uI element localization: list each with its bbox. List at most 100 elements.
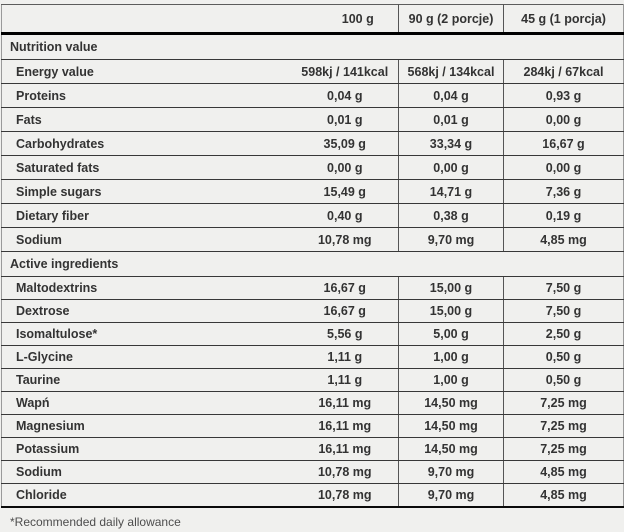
cell-value: 15,49 g [291,179,399,204]
cell-value: 0,40 g [291,203,399,228]
cell-value: 10,78 mg [291,227,399,252]
cell-value: 7,36 g [503,179,624,204]
nutrition-table: 100 g 90 g (2 porcje) 45 g (1 porcja) Nu… [1,4,624,508]
cell-value: 0,50 g [503,345,624,369]
row-label: Sodium [1,460,292,484]
cell-value: 9,70 mg [398,460,504,484]
cell-value: 16,67 g [503,131,624,156]
cell-value: 7,50 g [503,276,624,300]
table-row: Chloride 10,78 mg 9,70 mg 4,85 mg [1,483,624,508]
cell-value: 2,50 g [503,322,624,346]
cell-value: 14,50 mg [398,414,504,438]
table-row: Saturated fats 0,00 g 0,00 g 0,00 g [1,155,624,180]
cell-value: 7,25 mg [503,414,624,438]
cell-value: 1,11 g [291,345,399,369]
section-header-row: Active ingredients [1,251,624,277]
cell-value: 0,00 g [398,155,504,180]
cell-value: 16,11 mg [291,437,399,461]
table-row: Wapń 16,11 mg 14,50 mg 7,25 mg [1,391,624,415]
cell-value: 16,11 mg [291,391,399,415]
table-row: L-Glycine 1,11 g 1,00 g 0,50 g [1,345,624,369]
row-label: Wapń [1,391,292,415]
cell-value: 15,00 g [398,276,504,300]
cell-value: 0,01 g [291,107,399,132]
row-label: Chloride [1,483,292,508]
cell-value: 0,50 g [503,368,624,392]
section-title: Nutrition value [1,33,624,60]
header-empty-cell [1,4,292,35]
table-row: Simple sugars 15,49 g 14,71 g 7,36 g [1,179,624,204]
column-header-90g: 90 g (2 porcje) [398,4,504,35]
cell-value: 1,00 g [398,345,504,369]
cell-value: 35,09 g [291,131,399,156]
table-row: Isomaltulose* 5,56 g 5,00 g 2,50 g [1,322,624,346]
table-row: Dietary fiber 0,40 g 0,38 g 0,19 g [1,203,624,228]
row-label: Simple sugars [1,179,292,204]
cell-value: 10,78 mg [291,460,399,484]
cell-value: 598kj / 141kcal [291,59,399,84]
table-row: Dextrose 16,67 g 15,00 g 7,50 g [1,299,624,323]
row-label: Isomaltulose* [1,322,292,346]
cell-value: 14,71 g [398,179,504,204]
row-label: Proteins [1,83,292,108]
cell-value: 0,00 g [503,107,624,132]
cell-value: 0,93 g [503,83,624,108]
cell-value: 16,67 g [291,276,399,300]
table-row: Proteins 0,04 g 0,04 g 0,93 g [1,83,624,108]
cell-value: 10,78 mg [291,483,399,508]
cell-value: 7,50 g [503,299,624,323]
cell-value: 1,00 g [398,368,504,392]
cell-value: 33,34 g [398,131,504,156]
row-label: Energy value [1,59,292,84]
table-row: Sodium 10,78 mg 9,70 mg 4,85 mg [1,227,624,252]
cell-value: 284kj / 67kcal [503,59,624,84]
table-row: Magnesium 16,11 mg 14,50 mg 7,25 mg [1,414,624,438]
table-row: Taurine 1,11 g 1,00 g 0,50 g [1,368,624,392]
cell-value: 0,19 g [503,203,624,228]
row-label: Dietary fiber [1,203,292,228]
table-row: Potassium 16,11 mg 14,50 mg 7,25 mg [1,437,624,461]
row-label: Maltodextrins [1,276,292,300]
cell-value: 14,50 mg [398,437,504,461]
section-header-row: Nutrition value [1,33,624,60]
table-row: Carbohydrates 35,09 g 33,34 g 16,67 g [1,131,624,156]
cell-value: 0,00 g [503,155,624,180]
row-label: Dextrose [1,299,292,323]
row-label: L-Glycine [1,345,292,369]
cell-value: 0,04 g [291,83,399,108]
cell-value: 0,01 g [398,107,504,132]
column-header-100g: 100 g [291,4,399,35]
cell-value: 9,70 mg [398,483,504,508]
cell-value: 9,70 mg [398,227,504,252]
table-row: Fats 0,01 g 0,01 g 0,00 g [1,107,624,132]
row-label: Fats [1,107,292,132]
cell-value: 16,11 mg [291,414,399,438]
cell-value: 0,04 g [398,83,504,108]
row-label: Potassium [1,437,292,461]
row-label: Saturated fats [1,155,292,180]
cell-value: 568kj / 134kcal [398,59,504,84]
row-label: Magnesium [1,414,292,438]
footnote: *Recommended daily allowance [10,515,181,529]
cell-value: 4,85 mg [503,483,624,508]
nutrition-panel: 100 g 90 g (2 porcje) 45 g (1 porcja) Nu… [0,4,624,532]
cell-value: 4,85 mg [503,460,624,484]
section-title: Active ingredients [1,251,624,277]
table-row: Sodium 10,78 mg 9,70 mg 4,85 mg [1,460,624,484]
cell-value: 5,00 g [398,322,504,346]
cell-value: 14,50 mg [398,391,504,415]
cell-value: 5,56 g [291,322,399,346]
cell-value: 7,25 mg [503,391,624,415]
cell-value: 7,25 mg [503,437,624,461]
table-row: Maltodextrins 16,67 g 15,00 g 7,50 g [1,276,624,300]
table-header-row: 100 g 90 g (2 porcje) 45 g (1 porcja) [1,4,624,35]
row-label: Taurine [1,368,292,392]
cell-value: 0,00 g [291,155,399,180]
row-label: Sodium [1,227,292,252]
cell-value: 0,38 g [398,203,504,228]
table-row: Energy value 598kj / 141kcal 568kj / 134kc… [1,59,624,84]
cell-value: 4,85 mg [503,227,624,252]
cell-value: 1,11 g [291,368,399,392]
row-label: Carbohydrates [1,131,292,156]
cell-value: 15,00 g [398,299,504,323]
